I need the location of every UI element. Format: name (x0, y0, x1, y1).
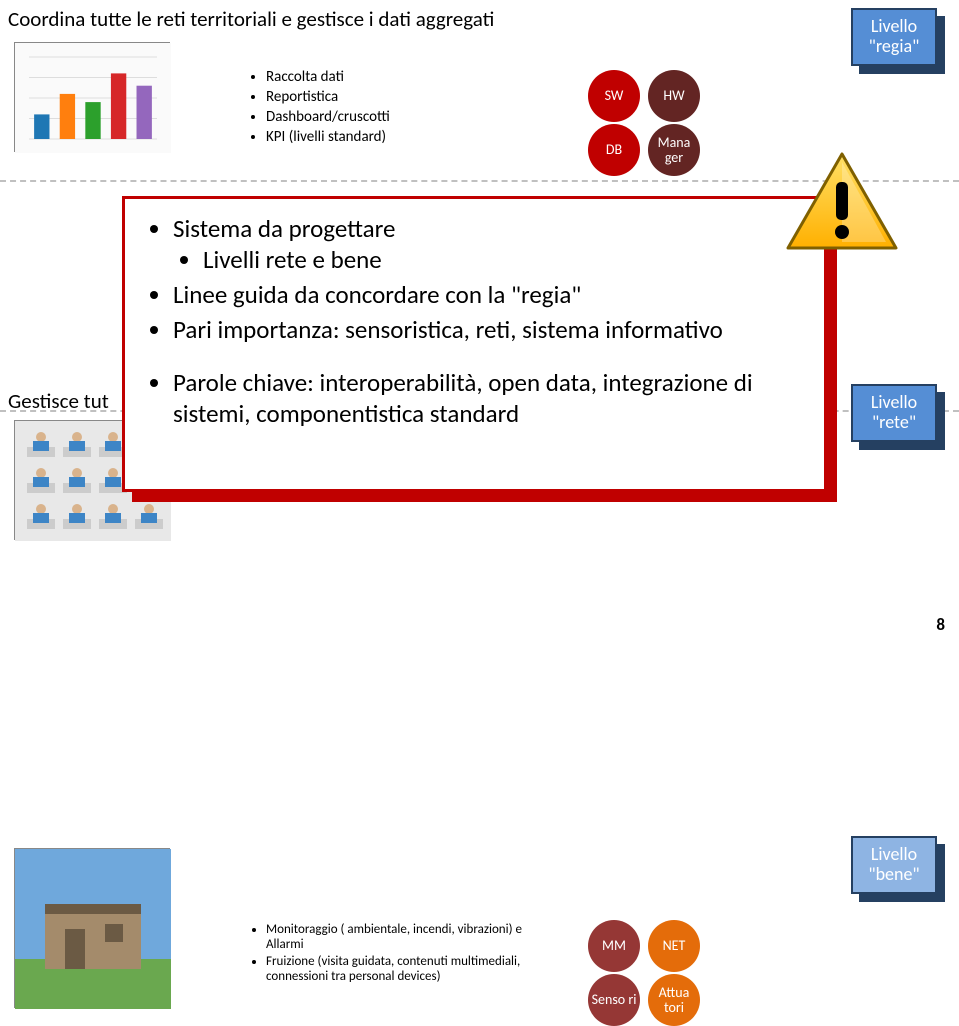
overlay-list-1: Sistema da progettareLivelli rete e bene… (147, 213, 802, 345)
page-number: 8 (936, 614, 945, 635)
component-circle: NET (648, 920, 700, 972)
bullet-item: Fruizione (visita guidata, contenuti mul… (266, 954, 528, 984)
badge-rete: Livello "rete" (851, 384, 937, 442)
overlay-item: Pari importanza: sensoristica, reti, sis… (173, 314, 802, 345)
component-circle: DB (588, 124, 640, 176)
overlay-item: Linee guida da concordare con la "regia" (173, 279, 802, 310)
badge-rete-text: Livello "rete" (853, 393, 935, 433)
badge-regia-text: Livello "regia" (853, 17, 935, 57)
badge-bene: Livello "bene" (851, 836, 937, 894)
overlay-subitem: Livelli rete e bene (203, 244, 802, 275)
thumb-chart (14, 42, 170, 152)
component-circle: SW (588, 70, 640, 122)
component-circle: MM (588, 920, 640, 972)
component-circle: Senso ri (588, 974, 640, 1026)
bullet-item: Dashboard/cruscotti (266, 108, 478, 126)
row1-bullets: Raccolta dati Reportistica Dashboard/crusc… (248, 68, 478, 148)
bullet-item: Raccolta dati (266, 68, 478, 86)
badge-regia: Livello "regia" (851, 8, 937, 66)
row1-title: Coordina tutte le reti territoriali e ge… (8, 6, 494, 32)
bullet-item: Reportistica (266, 88, 478, 106)
component-circle: Mana ger (648, 124, 700, 176)
bullet-item: Monitoraggio ( ambientale, incendi, vibr… (266, 922, 528, 952)
overlay-list-2: Parole chiave: interoperabilità, open da… (147, 367, 802, 429)
warning-icon (782, 148, 902, 258)
overlay-item: Parole chiave: interoperabilità, open da… (173, 367, 802, 429)
bullet-item: KPI (livelli standard) (266, 128, 478, 146)
component-circle: HW (648, 70, 700, 122)
thumb-building (14, 848, 170, 1008)
badge-bene-text: Livello "bene" (853, 845, 935, 885)
row3-bullets: Monitoraggio ( ambientale, incendi, vibr… (248, 922, 528, 986)
overlay-item: Sistema da progettareLivelli rete e bene (173, 213, 802, 275)
overlay-box: Sistema da progettareLivelli rete e bene… (122, 196, 827, 492)
component-circle: Attua tori (648, 974, 700, 1026)
